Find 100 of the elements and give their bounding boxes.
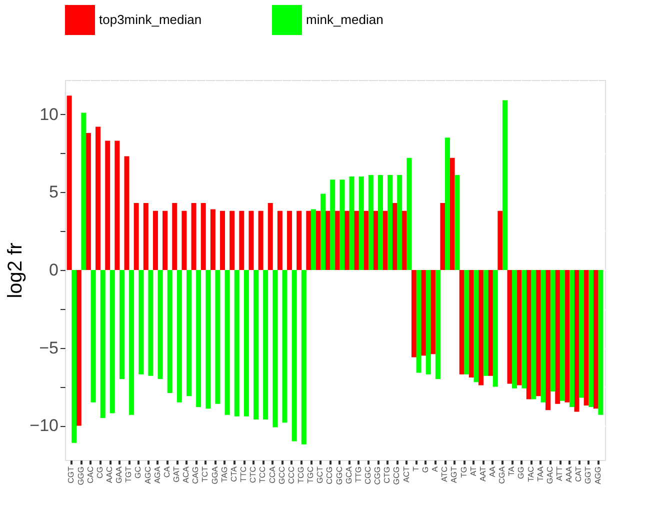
- bar: [416, 270, 422, 373]
- y-axis-title: log2 fr: [4, 242, 27, 298]
- bar: [191, 203, 196, 270]
- bar: [239, 210, 244, 270]
- bar: [167, 270, 172, 394]
- x-tick-label: AA: [488, 466, 497, 478]
- bar: [158, 270, 163, 380]
- bar: [421, 270, 426, 356]
- bar: [340, 180, 345, 270]
- bar: [358, 176, 364, 270]
- x-tick-label: TCT: [200, 466, 210, 482]
- bar: [540, 270, 546, 402]
- x-tick-label: CTC: [248, 466, 258, 483]
- bar: [325, 210, 330, 270]
- x-tick-label: GGT: [584, 466, 593, 484]
- bar: [598, 270, 604, 415]
- x-tick-label: AAA: [564, 466, 574, 483]
- bar: [206, 270, 211, 409]
- legend-label: top3mink_median: [99, 12, 202, 27]
- bar: [550, 270, 556, 392]
- y-tick-label: 0: [49, 260, 58, 280]
- bar: [301, 270, 306, 444]
- bar: [134, 203, 139, 270]
- x-tick-label: TGC: [306, 466, 316, 484]
- x-tick-label: TGT: [124, 466, 134, 482]
- x-tick-label: ATT: [555, 466, 564, 482]
- bar: [86, 132, 91, 270]
- bar: [152, 210, 158, 270]
- bar: [555, 270, 560, 404]
- x-tick-label: CAG: [191, 466, 200, 484]
- x-tick-label: ACA: [182, 466, 191, 483]
- y-tick-label: 5: [49, 182, 58, 202]
- bar: [138, 270, 144, 374]
- bar: [368, 175, 374, 270]
- x-tick-label: ATC: [440, 466, 450, 482]
- bar: [119, 270, 124, 380]
- bar: [382, 210, 388, 270]
- bar: [105, 140, 110, 270]
- bar: [364, 210, 369, 270]
- bar: [268, 203, 273, 270]
- bar: [402, 210, 407, 270]
- bar: [330, 180, 336, 270]
- bar: [90, 270, 96, 402]
- bar: [373, 210, 378, 270]
- bar: [263, 270, 268, 420]
- bar: [344, 210, 350, 270]
- bar: [172, 203, 178, 270]
- bar: [129, 270, 134, 415]
- x-tick-label: GAT: [172, 466, 182, 482]
- bar: [378, 175, 383, 270]
- x-tick-label: GGA: [210, 466, 220, 484]
- x-tick-label: GG: [516, 466, 526, 479]
- bar: [584, 270, 589, 406]
- bar: [454, 175, 460, 270]
- bar: [426, 270, 431, 374]
- x-tick-label: ACT: [402, 466, 411, 482]
- x-tick-label: CAT: [574, 466, 584, 482]
- bar: [176, 270, 182, 402]
- x-tick-label: CTA: [229, 466, 238, 482]
- x-tick-label: CG: [95, 466, 104, 478]
- x-tick-label: CCG: [325, 466, 334, 484]
- bar: [306, 210, 312, 270]
- bar: [182, 210, 187, 270]
- bar: [593, 270, 598, 409]
- bar: [440, 203, 446, 270]
- x-tick-label: GCA: [344, 466, 354, 484]
- bar: [277, 210, 282, 270]
- bar: [66, 96, 72, 270]
- bar: [464, 270, 470, 374]
- bar: [196, 270, 202, 408]
- x-tick-label: GCC: [277, 466, 286, 484]
- bar: [445, 138, 450, 270]
- bar: [72, 270, 77, 443]
- bar: [512, 270, 518, 388]
- x-tick-label: CTG: [382, 466, 392, 484]
- bar: [354, 210, 360, 270]
- x-tick-label: GAC: [545, 466, 554, 484]
- bar: [349, 176, 354, 270]
- x-tick-label: CCA: [268, 466, 277, 484]
- x-tick-label: GGG: [76, 466, 86, 486]
- bar: [258, 210, 264, 270]
- bar: [588, 270, 594, 408]
- bar: [316, 210, 321, 270]
- bar: [148, 270, 154, 376]
- bar: [435, 270, 440, 380]
- y-tick-label: 10: [40, 104, 58, 124]
- legend-label: mink_median: [306, 12, 384, 27]
- y-tick-label: −10: [30, 416, 58, 436]
- bar: [76, 270, 82, 426]
- x-tick-label: AGT: [450, 466, 459, 483]
- bar: [459, 270, 464, 374]
- x-tick-label: AGA: [152, 466, 162, 484]
- bar: [392, 203, 398, 270]
- bar: [100, 270, 106, 418]
- x-tick-label: AGG: [593, 466, 602, 484]
- bar: [287, 210, 292, 270]
- x-tick-label: T: [411, 466, 420, 472]
- x-tick-label: GC: [134, 466, 143, 478]
- x-tick-label: TA: [507, 466, 516, 476]
- bar: [248, 210, 254, 270]
